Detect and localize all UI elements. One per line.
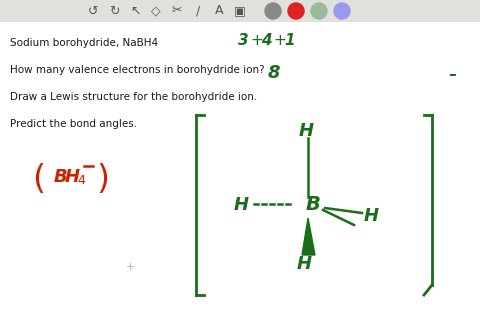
Text: –: – — [448, 67, 456, 82]
Text: ↺: ↺ — [88, 4, 98, 18]
Text: H: H — [234, 196, 249, 214]
Text: /: / — [196, 4, 200, 18]
Text: H: H — [299, 122, 314, 140]
Circle shape — [288, 3, 304, 19]
Text: 1: 1 — [284, 33, 295, 48]
Text: +: + — [250, 33, 263, 48]
Text: ▣: ▣ — [234, 4, 246, 18]
Circle shape — [334, 3, 350, 19]
Text: Draw a Lewis structure for the borohydride ion.: Draw a Lewis structure for the borohydri… — [10, 92, 257, 102]
Text: H: H — [65, 168, 80, 186]
Text: Predict the bond angles.: Predict the bond angles. — [10, 119, 137, 129]
Text: ↖: ↖ — [130, 4, 140, 18]
Text: ↻: ↻ — [109, 4, 119, 18]
Text: B: B — [54, 168, 68, 186]
Text: ✂: ✂ — [172, 4, 182, 18]
Text: 4: 4 — [77, 174, 85, 187]
Text: How many valence electrons in borohydride ion?: How many valence electrons in borohydrid… — [10, 65, 264, 75]
Text: (: ( — [32, 163, 45, 196]
Text: ): ) — [96, 163, 109, 196]
Text: +: + — [273, 33, 286, 48]
Text: B: B — [306, 195, 321, 214]
Bar — [0, 0, 480, 22]
Text: ◇: ◇ — [151, 4, 161, 18]
Circle shape — [265, 3, 281, 19]
Text: 3: 3 — [238, 33, 249, 48]
Polygon shape — [302, 218, 315, 255]
Text: +: + — [126, 262, 135, 272]
Text: 8: 8 — [268, 64, 280, 82]
Text: Sodium borohydride, NaBH4: Sodium borohydride, NaBH4 — [10, 38, 158, 48]
Circle shape — [311, 3, 327, 19]
Text: H: H — [364, 207, 379, 225]
Text: 4: 4 — [261, 33, 272, 48]
Text: A: A — [215, 4, 223, 18]
Text: H: H — [297, 255, 312, 273]
